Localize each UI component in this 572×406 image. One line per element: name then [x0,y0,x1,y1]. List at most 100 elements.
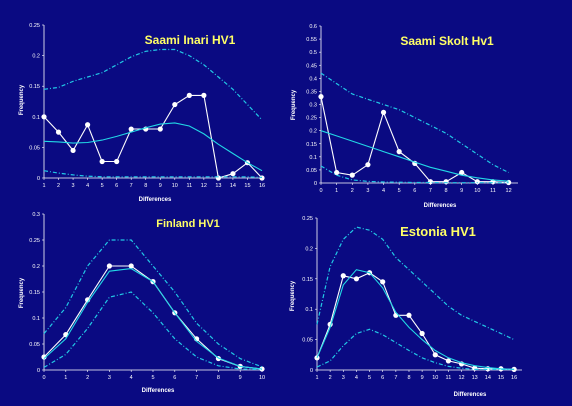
observed-point [186,92,192,98]
y-tick-label: 0.05 [29,342,40,348]
x-tick-label: 13 [215,183,221,189]
observed-point [172,101,178,108]
x-tick-label: 6 [115,183,118,189]
x-tick-label: 4 [382,188,385,194]
x-tick-label: 5 [151,375,154,381]
observed-point [114,158,120,165]
y-tick-label: 0.1 [309,155,317,161]
plot-area: 00.050.10.150.20.251 2 3 4 5 6 7 8 9 10 11 12 13 14 15… [302,216,522,381]
observed-point [419,330,425,337]
observed-point [396,149,402,155]
panel-title: Saami Skolt Hv1 [400,34,494,48]
y-tick-label: 0.15 [306,142,317,148]
y-tick-label: 0.25 [29,238,40,244]
observed-point [365,162,371,168]
lower-bound-line [43,291,263,371]
x-tick-label: 4 [355,375,358,381]
y-tick-label: 0 [310,368,313,374]
x-tick-label: 3 [72,183,75,189]
x-tick-label: 1 [315,375,318,381]
panel-title: Saami Inari HV1 [145,33,236,47]
y-tick-label: 0.25 [306,116,317,122]
expected-line [316,269,515,370]
x-tick-label: 7 [130,183,133,189]
y-tick-label: 0.2 [32,54,40,60]
y-tick-label: 0.05 [29,145,40,151]
y-tick-label: 0.2 [32,264,40,270]
observed-point [445,358,452,364]
observed-line [316,272,515,370]
x-tick-label: 6 [173,375,176,381]
x-tick-label: 5 [368,375,371,381]
x-tick-label: 1 [64,375,67,381]
observed-point [259,175,265,181]
x-tick-label: 8 [407,375,410,381]
y-tick-label: 0.5 [309,50,317,56]
upper-bound-line [43,239,263,368]
x-tick-label: 7 [195,375,198,381]
plot-area: 0 0.05 0.1 0.15 0.2 0.25 0.3 0.35 0.4 0.45 0.5 0.55… [306,24,518,194]
y-tick-label: 0.15 [302,277,313,283]
observed-point [349,172,355,178]
x-tick-label: 12 [201,183,207,189]
y-tick-label: 0.05 [306,168,317,174]
observed-point [128,126,134,132]
x-tick-label: 12 [506,188,512,194]
observed-point [128,263,134,269]
x-tick-label: 12 [458,375,464,381]
y-axis-label: Frequency [19,84,25,115]
x-tick-label: 11 [446,375,452,381]
x-tick-label: 10 [432,375,438,381]
x-tick-label: 13 [472,375,478,381]
y-tick-label: 0.3 [309,103,317,109]
x-tick-label: 16 [259,183,265,189]
plot-area: 0 0.05 0.1 0.15 0.2 0.25 0.3 0 1 2 3 4 5 6 7 8 9 10 [29,212,265,381]
y-tick-label: 0.2 [305,246,313,252]
panel-saami-inari: Saami Inari HV1 Frequency Differences 0 0… [19,23,265,203]
y-tick-label: 0.25 [302,216,313,222]
x-tick-label: 1 [335,188,338,194]
y-tick-label: 0.4 [309,76,317,82]
y-axis-label: Frequency [291,89,297,120]
observed-point [427,179,434,185]
upper-bound-line [320,72,509,174]
x-axis-label: Differences [454,392,487,398]
y-tick-label: 0 [37,368,40,374]
y-tick-label: 0.1 [305,307,313,313]
x-tick-label: 15 [498,375,504,381]
observed-point [201,92,207,98]
y-tick-label: 0.1 [32,115,40,121]
observed-point [230,171,236,177]
observed-point [393,312,399,318]
x-axis-label: Differences [424,203,457,209]
y-tick-label: 0.1 [32,316,40,322]
plot-area: 00.050.10.150.20.251 2 3 4 5 6 7 8 9 10 11 12 13 14 15… [29,23,265,189]
observed-point [70,147,76,154]
y-tick-label: 0.05 [302,338,313,344]
x-tick-label: 9 [239,375,242,381]
x-tick-label: 11 [186,183,192,189]
lower-bound-line [316,328,515,370]
observed-point [353,276,360,282]
observed-point [459,169,465,176]
x-tick-label: 16 [511,375,517,381]
observed-point [85,122,91,128]
x-tick-label: 4 [130,375,133,381]
x-tick-label: 3 [108,375,111,381]
panel-estonia: Estonia HV1 Frequency Differences 0 0.05 0… [290,216,522,398]
lower-bound-line [320,165,509,184]
y-tick-label: 0.35 [306,89,317,95]
x-tick-label: 10 [172,183,178,189]
x-tick-label: 3 [342,375,345,381]
expected-line [43,122,263,172]
x-tick-label: 10 [259,375,265,381]
y-axis-label: Frequency [290,280,296,311]
observed-point [474,179,480,185]
x-tick-label: 5 [398,188,401,194]
observed-point [432,352,438,358]
y-tick-label: 0.25 [29,23,40,29]
y-tick-label: 0.55 [306,37,317,43]
panel-saami-skolt: Saami Skolt Hv1 Frequency Differences 00… [291,24,518,209]
y-axis-label: Frequency [19,277,25,308]
